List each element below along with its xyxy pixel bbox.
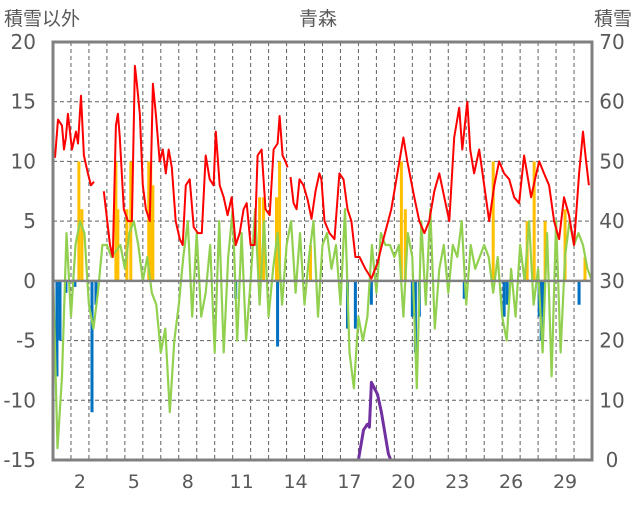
x-tick-label: 14	[283, 471, 307, 493]
x-tick-label: 23	[445, 471, 469, 493]
x-tick-label: 11	[230, 471, 254, 493]
blue-bar	[410, 280, 414, 317]
right-tick-label: 40	[599, 209, 624, 233]
green-series-line	[51, 208, 594, 450]
orange-bar	[532, 161, 536, 281]
x-tick-label: 8	[182, 471, 194, 493]
orange-bar	[583, 256, 587, 281]
right-tick-label: 50	[599, 149, 624, 173]
orange-bar	[116, 209, 120, 281]
orange-bar	[563, 209, 567, 281]
orange-bar	[491, 161, 495, 281]
orange-bar	[114, 161, 118, 281]
left-tick-label: 15	[11, 90, 36, 114]
left-axis-label: 積雪以外	[4, 8, 80, 30]
x-tick-label: 5	[128, 471, 140, 493]
left-tick-label: -5	[16, 329, 36, 353]
blue-bar	[541, 280, 545, 317]
x-tick-label: 2	[74, 471, 86, 493]
red-series-line	[54, 64, 590, 280]
purple-series-line	[53, 380, 592, 462]
blue-bar	[73, 280, 77, 287]
blue-bar	[276, 280, 280, 347]
orange-bar	[258, 197, 262, 281]
right-tick-label: 10	[599, 388, 624, 412]
orange-bar	[278, 161, 282, 281]
blue-bar	[90, 280, 94, 413]
orange-bar	[403, 209, 407, 281]
blue-bar	[369, 280, 373, 305]
orange-bar	[308, 245, 312, 281]
plot-frame	[51, 40, 594, 462]
right-tick-label: 0	[606, 448, 619, 472]
blue-bar	[462, 280, 466, 299]
gridlines	[53, 42, 592, 460]
left-tick-label: 20	[11, 30, 36, 54]
right-tick-label: 60	[599, 90, 624, 114]
x-tick-label: 26	[499, 471, 523, 493]
blue-bar	[94, 280, 98, 305]
blue-bar	[353, 280, 357, 329]
orange-bar	[77, 161, 81, 281]
orange-bar	[151, 185, 155, 281]
left-tick-label: 10	[11, 149, 36, 173]
x-tick-label: 20	[391, 471, 415, 493]
blue-bar	[55, 280, 59, 377]
chart-title: 青森	[299, 8, 337, 30]
blue-bar	[64, 280, 68, 293]
x-tick-label: 17	[337, 471, 361, 493]
orange-bar	[399, 161, 403, 281]
x-tick-label: 29	[553, 471, 577, 493]
blue-bar	[505, 280, 509, 305]
left-tick-label: -15	[3, 448, 36, 472]
right-tick-label: 20	[599, 329, 624, 353]
left-tick-label: -10	[3, 388, 36, 412]
right-tick-label: 30	[599, 269, 624, 293]
blue-bar	[502, 280, 506, 317]
blue-bar	[58, 280, 62, 341]
axes: -15 -10 -5 0 5 10 15 20 0 10 20 30 40 50 60 70 2 5 8 11 14 17…	[3, 30, 624, 493]
left-tick-label: 5	[23, 209, 36, 233]
left-tick-label: 0	[23, 269, 36, 293]
blue-bar	[577, 280, 581, 305]
orange-bar	[543, 221, 547, 281]
right-axis-label: 積雪	[594, 8, 632, 30]
right-tick-label: 70	[599, 30, 624, 54]
orange-bar	[80, 209, 84, 281]
